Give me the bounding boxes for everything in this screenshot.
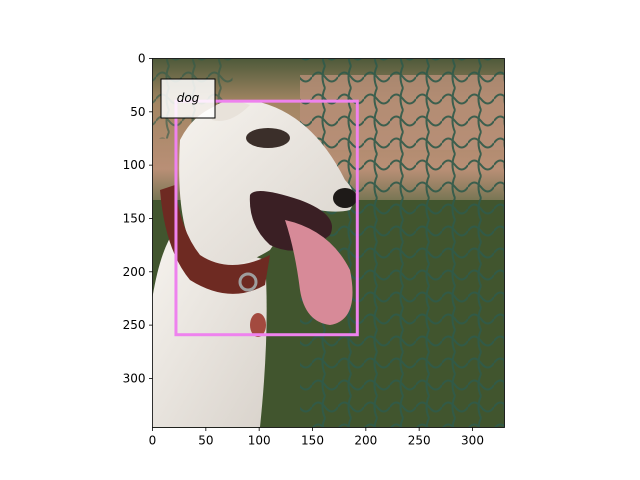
dog-nose <box>333 188 357 208</box>
dog-eye-patch <box>246 128 290 148</box>
dog-ear <box>210 101 250 121</box>
y-tick-label: 300 <box>123 371 146 385</box>
x-tick-label: 300 <box>461 434 484 448</box>
y-tick-label: 150 <box>123 211 146 225</box>
dog-head <box>179 100 354 266</box>
y-tick-label: 250 <box>123 318 146 332</box>
x-tick-label: 150 <box>301 434 324 448</box>
y-axis: 0 50 100 150 200 250 300 <box>123 52 153 385</box>
x-tick-label: 50 <box>198 434 213 448</box>
dog-tongue <box>285 220 353 325</box>
x-tick-label: 0 <box>149 434 157 448</box>
x-tick-label: 200 <box>354 434 377 448</box>
x-axis: 0 50 100 150 200 250 300 <box>149 427 484 448</box>
x-tick-label: 100 <box>248 434 271 448</box>
detection-label-box <box>160 78 216 119</box>
collar-ring <box>238 272 258 292</box>
dog-collar <box>160 185 270 294</box>
y-tick-label: 200 <box>123 265 146 279</box>
y-tick-label: 100 <box>123 158 146 172</box>
y-tick-label: 50 <box>130 105 145 119</box>
y-tick-label: 0 <box>138 52 146 66</box>
detection-box <box>174 99 359 337</box>
axes-frame <box>152 58 505 428</box>
x-tick-label: 250 <box>408 434 431 448</box>
detection-label: dog <box>177 91 200 105</box>
detections: dog <box>160 78 359 337</box>
